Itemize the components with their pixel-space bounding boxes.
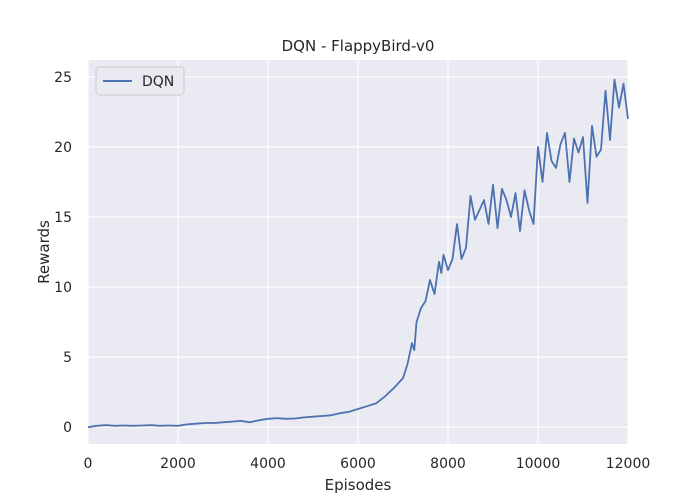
x-tick-label: 0 bbox=[84, 456, 93, 472]
series-line-dqn bbox=[87, 78, 629, 429]
x-tick-label: 12000 bbox=[606, 456, 651, 472]
y-tick-label: 15 bbox=[54, 210, 72, 226]
y-tick-label: 20 bbox=[54, 140, 72, 156]
legend-box bbox=[95, 66, 185, 96]
y-axis-ticks: 0 5 10 15 20 25 bbox=[54, 70, 72, 436]
x-tick-label: 10000 bbox=[516, 456, 561, 472]
y-tick-label: 5 bbox=[63, 350, 72, 366]
series-group bbox=[87, 78, 629, 429]
x-axis-ticks: 0 2000 4000 6000 8000 10000 12000 bbox=[84, 456, 651, 472]
y-axis-label: Rewards bbox=[35, 220, 53, 284]
legend-label-dqn: DQN bbox=[142, 74, 174, 90]
legend: DQN bbox=[95, 66, 185, 96]
grid-lines bbox=[87, 60, 629, 444]
x-tick-label: 4000 bbox=[250, 456, 286, 472]
y-tick-label: 0 bbox=[63, 420, 72, 436]
y-tick-label: 25 bbox=[54, 70, 72, 86]
x-tick-label: 2000 bbox=[160, 456, 196, 472]
x-tick-label: 8000 bbox=[430, 456, 466, 472]
x-tick-label: 6000 bbox=[340, 456, 376, 472]
chart-title: DQN - FlappyBird-v0 bbox=[282, 37, 435, 55]
x-axis-label: Episodes bbox=[325, 476, 392, 494]
y-tick-label: 10 bbox=[54, 280, 72, 296]
